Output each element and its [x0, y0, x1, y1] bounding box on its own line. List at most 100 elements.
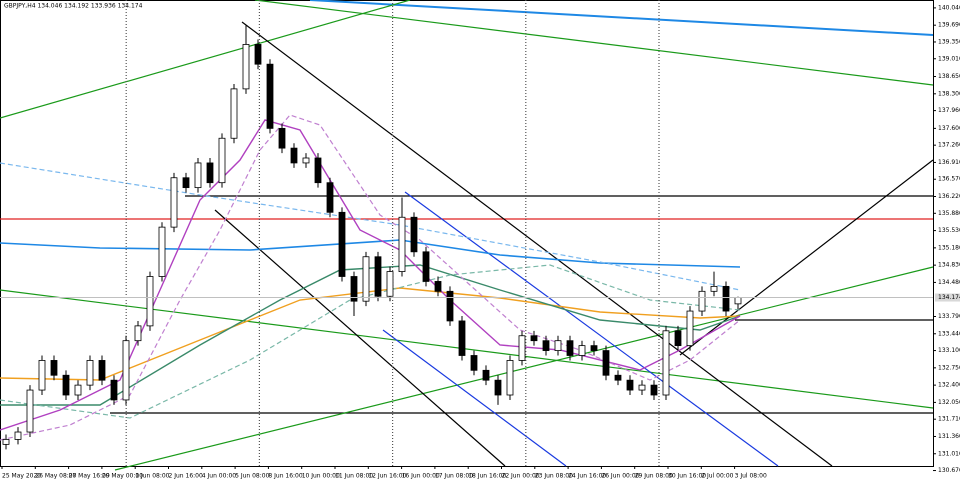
candle-body	[278, 127, 286, 149]
candle-body	[122, 340, 130, 401]
x-tick-label: 1 Jun 08:00	[135, 473, 169, 480]
x-tick-label: 16 Jun 00:00	[402, 473, 440, 480]
channel-line	[382, 329, 567, 467]
candle-body	[722, 285, 730, 312]
y-tick-label: 136.910	[938, 159, 960, 166]
candle-body	[566, 340, 574, 356]
y-tick-label: 131.360	[938, 433, 960, 440]
candle-body	[686, 310, 694, 347]
candle-body	[638, 384, 646, 391]
x-tick-label: 2 Jun 16:00	[169, 473, 203, 480]
x-tick-label: 27 May 16:00	[69, 473, 110, 480]
candle-body	[134, 325, 142, 342]
candle-body	[470, 355, 478, 371]
y-tick-label: 134.830	[938, 262, 960, 269]
x-tick-label: 10 Jun 00:00	[302, 473, 340, 480]
x-tick-label: 11 Jun 08:00	[335, 473, 373, 480]
candle-body	[386, 271, 394, 297]
candle-body	[158, 226, 166, 277]
candle-body	[398, 216, 406, 272]
candle-body	[182, 177, 190, 189]
candle-body	[494, 379, 502, 396]
x-tick-label: 30 Jun 16:00	[668, 473, 706, 480]
x-tick-label: 2 Jul 00:00	[701, 473, 733, 480]
x-tick-label: 17 Jun 08:00	[435, 473, 473, 480]
y-tick-label: 136.220	[938, 193, 960, 200]
moving-average	[0, 264, 741, 419]
y-tick-label: 137.260	[938, 142, 960, 149]
candle-body	[110, 379, 118, 401]
candle-body	[482, 369, 490, 381]
x-tick-label: 29 Jun 08:00	[635, 473, 673, 480]
channel-line	[214, 209, 506, 467]
y-tick-label: 134.480	[938, 279, 960, 286]
current-price-label: 134.174	[938, 294, 960, 301]
channel-line	[241, 21, 833, 467]
chart-title: GBPJPY,H4 134.046 134.192 133.936 134.17…	[4, 3, 143, 10]
y-tick-label: 139.350	[938, 38, 960, 45]
candle-body	[602, 350, 610, 376]
candle-body	[230, 88, 238, 139]
trend-line	[114, 266, 934, 471]
candle-body	[662, 330, 670, 396]
candle-body	[350, 276, 358, 302]
candle-body	[674, 330, 682, 347]
y-tick-label: 135.180	[938, 244, 960, 251]
x-tick-label: 4 Jun 00:00	[202, 473, 236, 480]
candle-body	[50, 360, 58, 376]
candles	[2, 24, 742, 450]
candle-body	[338, 211, 346, 277]
trend-line	[0, 289, 934, 409]
y-tick-label: 130.670	[938, 467, 960, 474]
candle-body	[26, 389, 34, 433]
candle-body	[422, 251, 430, 282]
candle-body	[542, 340, 550, 351]
y-tick-label: 135.880	[938, 210, 960, 217]
x-tick-label: 26 Jun 00:00	[601, 473, 639, 480]
y-tick-label: 132.750	[938, 364, 960, 371]
trend-line	[254, 0, 934, 86]
candle-body	[734, 297, 742, 305]
candle-body	[86, 360, 94, 386]
y-tick-label: 132.050	[938, 399, 960, 406]
candle-body	[578, 345, 586, 356]
candle-body	[206, 162, 214, 184]
candle-body	[410, 216, 418, 253]
y-tick-label: 133.790	[938, 313, 960, 320]
y-tick-label: 140.040	[938, 4, 960, 11]
y-tick-label: 138.300	[938, 90, 960, 97]
y-tick-label: 139.010	[938, 55, 960, 62]
y-tick-label: 136.570	[938, 176, 960, 183]
candle-body	[302, 157, 310, 164]
candle-body	[506, 360, 514, 396]
candle-body	[446, 290, 454, 322]
candle-body	[590, 345, 598, 351]
y-tick-label: 133.100	[938, 347, 960, 354]
candle-body	[374, 256, 382, 297]
x-tick-label: 3 Jul 08:00	[735, 473, 767, 480]
y-tick-label: 137.960	[938, 107, 960, 114]
candle-body	[626, 379, 634, 391]
candle-body	[38, 360, 46, 391]
candle-body	[434, 281, 442, 292]
candle-body	[146, 276, 154, 327]
x-tick-label: 26 May 08:00	[35, 473, 76, 480]
y-tick-label: 133.440	[938, 330, 960, 337]
candle-body	[710, 285, 718, 292]
candle-body	[266, 63, 274, 129]
candle-body	[650, 384, 658, 396]
trend-line	[0, 0, 411, 119]
y-tick-label: 137.600	[938, 125, 960, 132]
candle-body	[170, 177, 178, 228]
y-tick-label: 138.650	[938, 73, 960, 80]
candle-body	[194, 162, 202, 189]
candle-body	[254, 44, 262, 65]
indicator-overlays	[0, 0, 934, 471]
candle-body	[326, 182, 334, 213]
x-tick-label: 23 Jun 08:00	[535, 473, 573, 480]
candle-body	[518, 335, 526, 361]
candle-body	[614, 374, 622, 381]
candle-body	[362, 256, 370, 302]
current-price-box	[935, 293, 960, 302]
